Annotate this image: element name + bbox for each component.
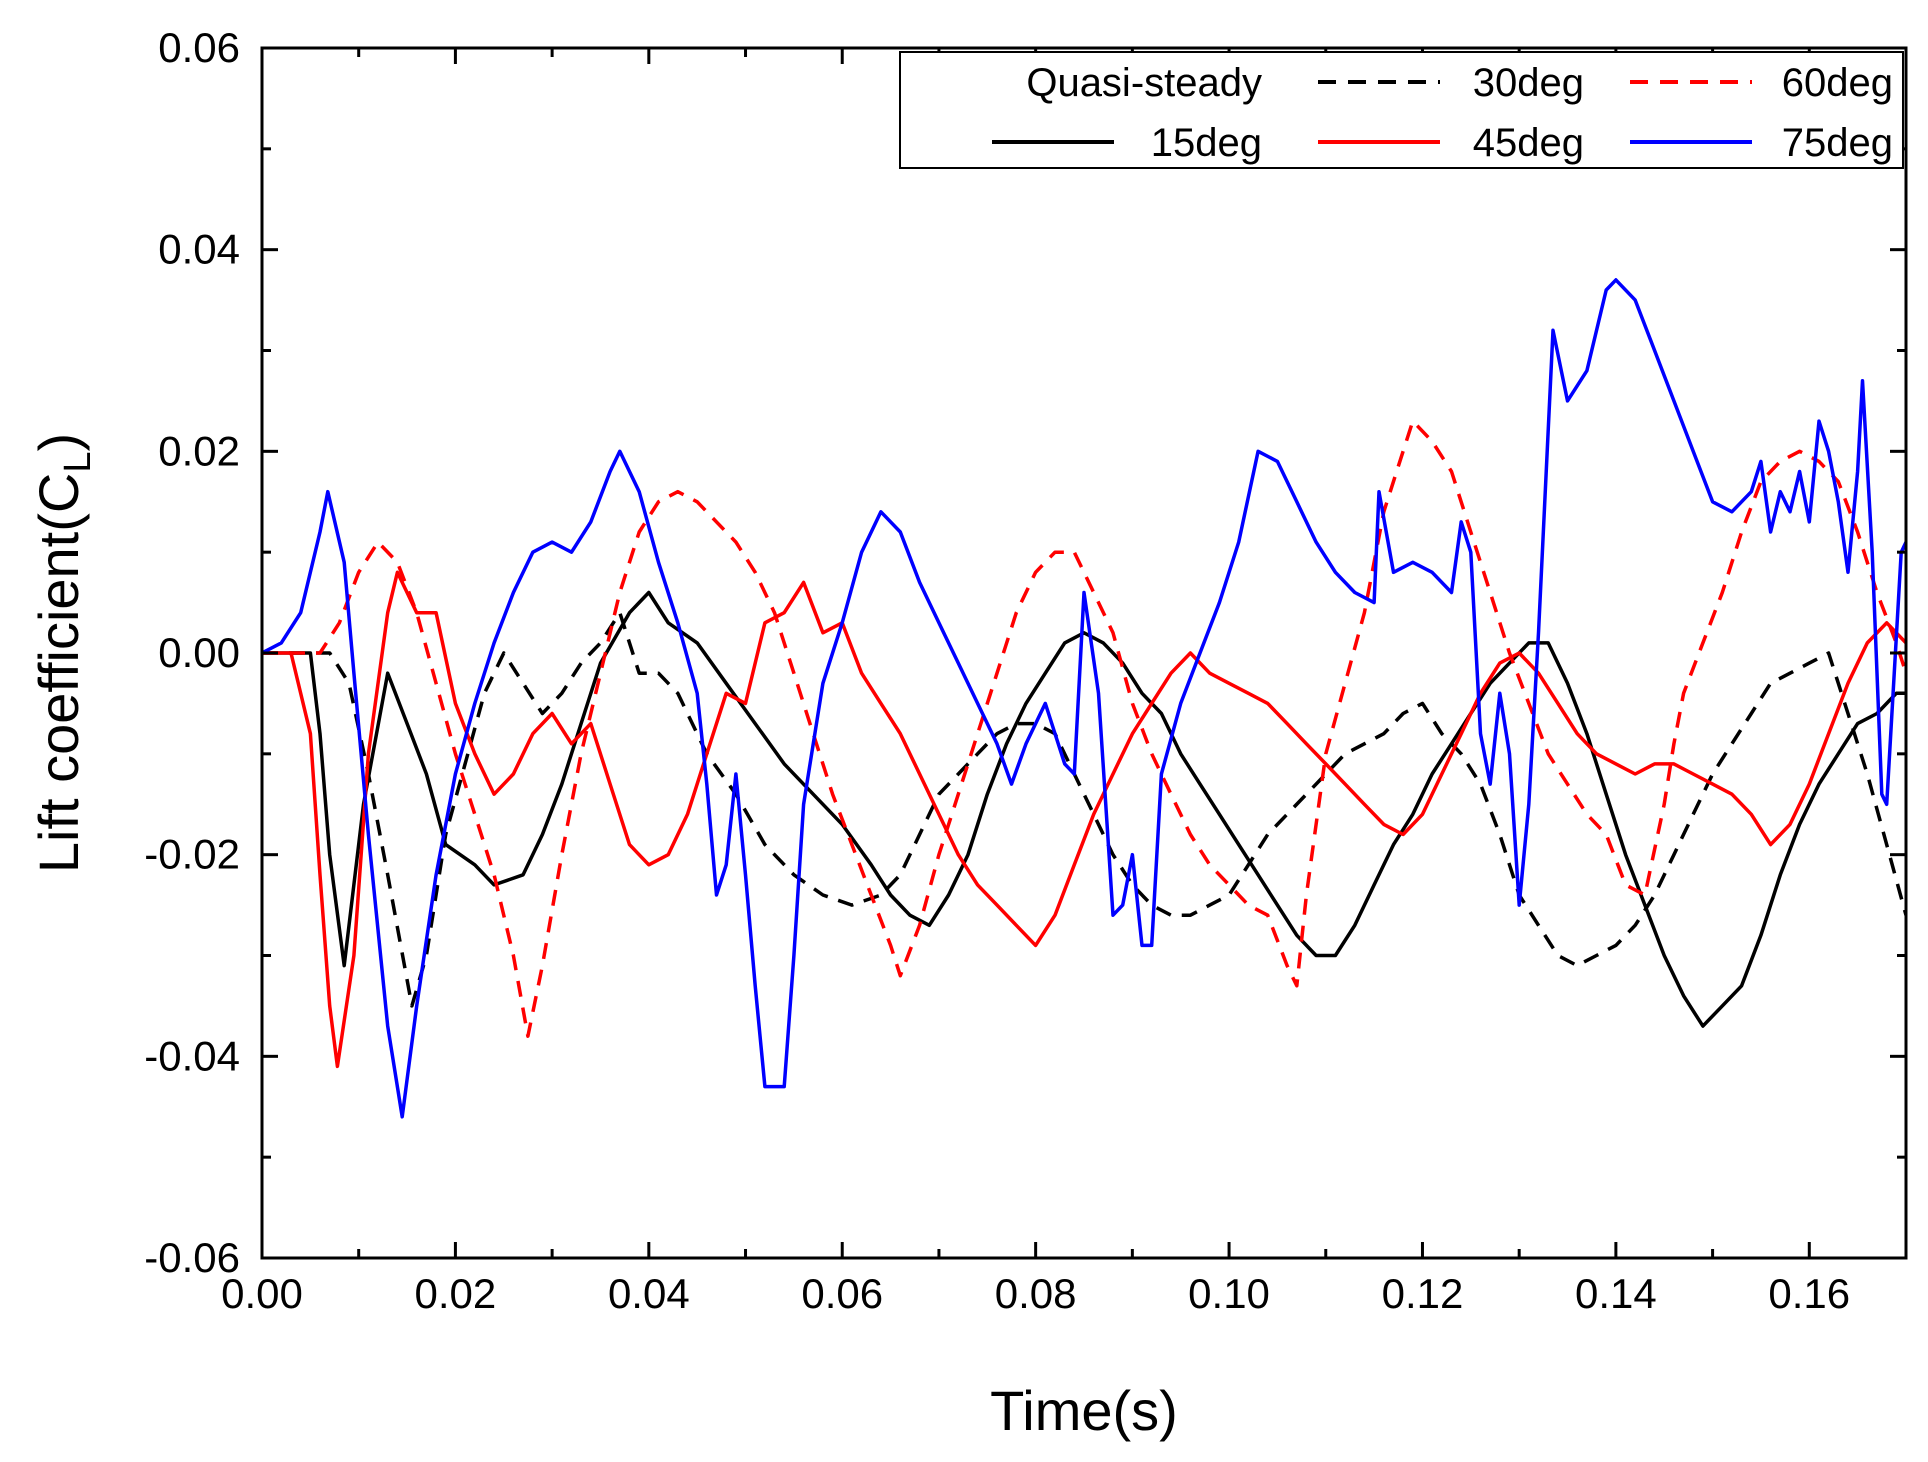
legend-label-60deg: 60deg — [1782, 61, 1893, 105]
series-line-60deg — [262, 419, 1906, 1038]
y-tick-label: -0.06 — [144, 1234, 240, 1281]
y-tick-label: 0.02 — [158, 427, 240, 474]
legend-label-15deg: 15deg — [1151, 121, 1262, 165]
x-tick-label: 0.04 — [608, 1270, 690, 1317]
legend-label-75deg: 75deg — [1782, 121, 1893, 165]
legend-label-30deg: 30deg — [1473, 61, 1584, 105]
x-tick-label: 0.06 — [801, 1270, 883, 1317]
y-axis-title-close: ) — [27, 433, 90, 452]
tick-layer: 0.00 0.02 0.04 0.06 0.08 0.10 0.12 0.14 0.16 -0.0… — [144, 24, 1906, 1317]
series-line-45deg — [262, 570, 1906, 1069]
y-axis-title-main: Lift coefficient(C — [27, 473, 90, 873]
legend: Quasi-steady 30deg 60deg 15deg 45deg 75d… — [899, 51, 1904, 169]
series-layer — [262, 278, 1906, 1119]
y-tick-label: -0.04 — [144, 1032, 240, 1079]
series-line-15deg — [262, 590, 1906, 1028]
x-tick-label: 0.08 — [995, 1270, 1077, 1317]
x-tick-label: 0.12 — [1382, 1270, 1464, 1317]
y-tick-label: 0.04 — [158, 226, 240, 273]
series-line-30deg — [262, 610, 1906, 1008]
y-axis-title-subscript: L — [57, 452, 99, 473]
x-tick-label: 0.10 — [1188, 1270, 1270, 1317]
y-tick-label: 0.06 — [158, 24, 240, 71]
x-tick-label: 0.14 — [1575, 1270, 1657, 1317]
y-tick-label: 0.00 — [158, 629, 240, 676]
legend-label-45deg: 45deg — [1473, 121, 1584, 165]
x-axis-title: Time(s) — [990, 1379, 1178, 1442]
legend-title: Quasi-steady — [1026, 61, 1262, 105]
x-tick-label: 0.16 — [1768, 1270, 1850, 1317]
y-axis-title: Lift coefficient(CL) — [27, 433, 99, 873]
legend-box — [899, 51, 1904, 169]
x-tick-label: 0.00 — [221, 1270, 303, 1317]
y-tick-label: -0.02 — [144, 831, 240, 878]
x-tick-label: 0.02 — [415, 1270, 497, 1317]
series-line-75deg — [262, 278, 1906, 1119]
